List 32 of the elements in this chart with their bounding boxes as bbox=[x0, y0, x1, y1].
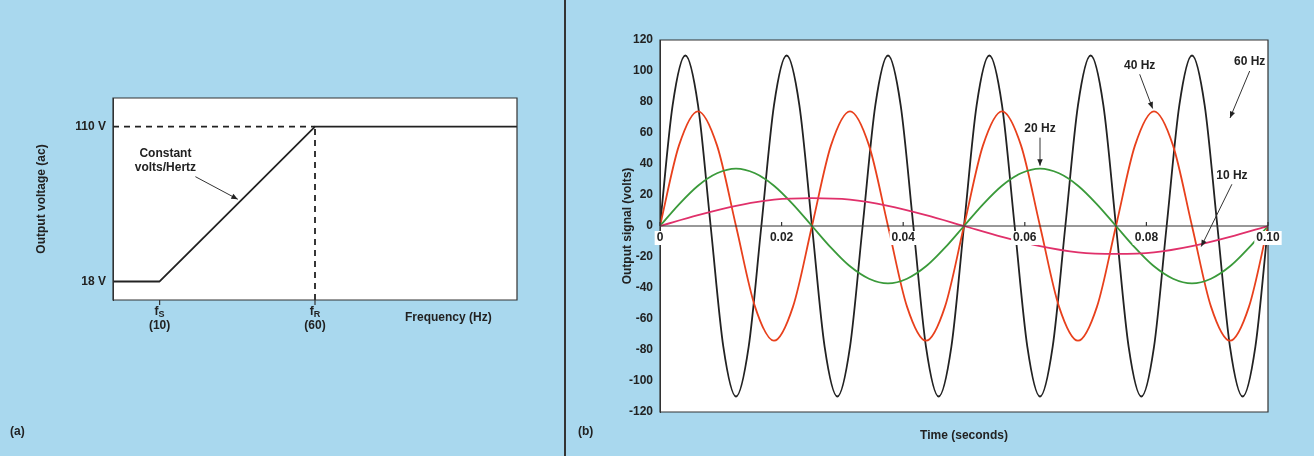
y-tick-label: 120 bbox=[632, 32, 654, 47]
y-tick-label: -20 bbox=[635, 249, 654, 264]
x-tick-label: 0 bbox=[656, 230, 664, 245]
annotation: 20 Hz bbox=[1024, 120, 1056, 135]
y-axis-title: Output signal (volts) bbox=[619, 167, 634, 285]
y-tick-label: 80 bbox=[639, 94, 654, 109]
y-tick-label: 60 bbox=[639, 125, 654, 140]
y-tick-label: -60 bbox=[635, 311, 654, 326]
x-tick-label: 0.08 bbox=[1134, 230, 1159, 245]
y-tick-label: 0 bbox=[646, 218, 654, 233]
y-tick-label: -120 bbox=[628, 404, 654, 419]
y-axis-title: Output voltage (ac) bbox=[33, 144, 48, 254]
y-tick-label: 110 V bbox=[75, 118, 106, 133]
annotation: 10 Hz bbox=[1216, 167, 1248, 182]
y-tick-label: 20 bbox=[639, 187, 654, 202]
x-axis-title: Frequency (Hz) bbox=[404, 310, 492, 325]
x-tick-label: 0.10 bbox=[1256, 230, 1280, 245]
y-tick-label: 40 bbox=[639, 156, 654, 171]
y-tick-label: -40 bbox=[635, 280, 654, 295]
x-tick-label: 0.06 bbox=[1013, 230, 1037, 245]
text: (a) bbox=[10, 424, 25, 439]
x-tick-label: 0.04 bbox=[891, 230, 916, 245]
y-tick-label: 18 V bbox=[81, 273, 106, 288]
y-tick-label: -100 bbox=[628, 373, 654, 388]
y-tick-label: 100 bbox=[632, 63, 654, 78]
y-tick-label: -80 bbox=[635, 342, 654, 357]
x-tick-label: 0.02 bbox=[769, 230, 794, 245]
annotation: 60 Hz bbox=[1234, 54, 1266, 69]
annotation: Constant volts/Hertz bbox=[134, 146, 197, 174]
x-axis-title: Time (seconds) bbox=[920, 428, 1008, 443]
annotation: 40 Hz bbox=[1124, 57, 1156, 72]
text: (b) bbox=[578, 424, 594, 439]
